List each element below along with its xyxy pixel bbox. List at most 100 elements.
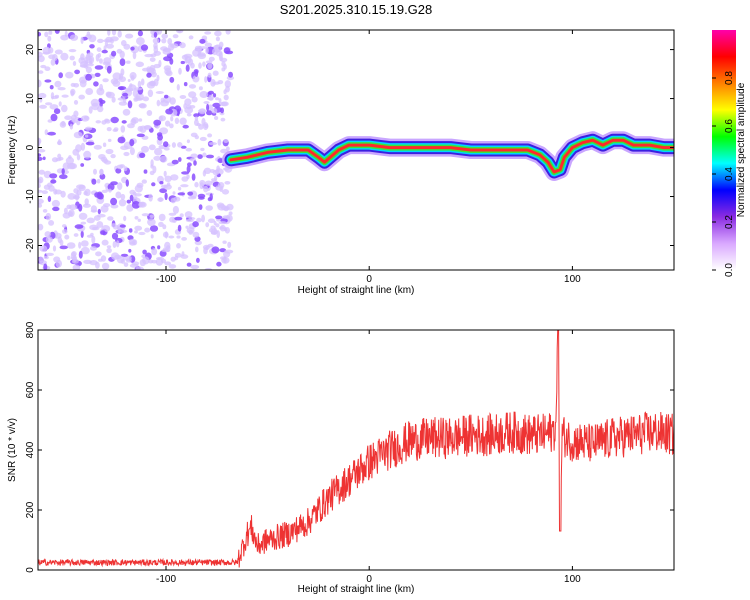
noise-speckle [202,61,206,67]
noise-speckle [186,165,191,173]
noise-speckle [95,120,102,124]
noise-speckle [134,216,139,220]
noise-speckle [204,42,213,47]
noise-speckle [138,118,143,122]
snr-y-label: SNR (10 * v/v) [7,418,18,482]
noise-speckle [38,55,45,63]
noise-speckle [165,108,174,115]
noise-speckle [51,199,61,208]
noise-speckle [169,58,174,65]
noise-speckle [176,235,181,239]
colorbar-label: Normalized spectral amplitude [736,82,747,217]
noise-speckle [130,46,135,51]
noise-speckle [86,52,94,58]
noise-speckle [163,170,167,177]
noise-speckle [149,80,156,87]
noise-speckle [174,252,182,258]
spectrogram-y-label: Frequency (Hz) [7,116,18,185]
noise-speckle [121,120,127,124]
snr-x-tick-label: 0 [366,574,372,585]
colorbar-tick-label: 0.2 [724,215,735,229]
noise-speckle [159,127,169,135]
noise-speckle [73,131,83,139]
noise-speckle [96,87,105,96]
noise-speckle [58,72,63,79]
noise-speckle [38,223,44,231]
noise-speckle [45,236,53,243]
noise-speckle [205,47,209,54]
noise-speckle [101,49,108,54]
noise-speckle [164,192,168,201]
noise-speckle [58,156,64,161]
noise-speckle [214,30,222,37]
noise-speckle [137,218,141,222]
snr-x-label: Height of straight line (km) [298,584,415,595]
noise-speckle [228,211,233,216]
noise-speckle [107,138,112,142]
noise-speckle [218,41,224,48]
noise-speckle [127,100,133,109]
noise-speckle [106,247,112,254]
noise-speckle [38,189,43,193]
noise-speckle [47,131,56,136]
noise-speckle [221,67,226,72]
noise-speckle [159,155,168,163]
noise-speckle [111,223,116,228]
noise-speckle [157,245,161,250]
noise-speckle [102,158,109,163]
colorbar-tick-label: 0.8 [724,71,735,85]
noise-speckle [221,205,230,211]
noise-speckle [216,261,222,267]
noise-speckle [38,203,43,208]
noise-speckle [110,197,118,206]
noise-speckle [99,168,104,176]
noise-speckle [73,100,79,105]
noise-speckle [169,97,176,105]
noise-speckle [162,231,169,238]
noise-speckle [178,67,182,75]
noise-speckle [54,49,63,55]
noise-speckle [68,49,77,53]
noise-speckle [218,52,223,59]
noise-speckle [110,204,119,209]
noise-speckle [198,204,203,211]
noise-speckle [198,62,202,69]
noise-speckle [208,90,214,95]
noise-speckle [60,34,69,41]
noise-speckle [181,237,188,241]
noise-speckle [48,220,55,226]
noise-speckle [70,82,76,87]
noise-speckle [66,242,76,249]
noise-speckle [132,51,137,60]
noise-speckle [218,221,227,225]
noise-speckle [138,231,146,236]
noise-speckle [80,246,90,255]
noise-speckle [172,34,179,39]
noise-speckle [203,185,209,193]
noise-speckle [110,181,118,186]
noise-speckle [156,99,161,107]
noise-speckle [206,110,213,116]
noise-speckle [79,79,87,88]
noise-speckle [119,50,125,59]
noise-speckle [73,188,79,194]
noise-speckle [223,47,231,54]
noise-speckle [219,112,225,116]
noise-speckle [101,120,107,125]
noise-speckle [101,262,110,270]
noise-speckle [52,245,57,252]
noise-speckle [212,70,219,76]
noise-speckle [142,67,150,72]
noise-speckle [119,58,126,66]
noise-speckle [98,154,106,160]
noise-speckle [90,209,98,213]
noise-speckle [137,30,143,37]
noise-speckle [76,184,85,190]
noise-speckle [194,119,199,126]
noise-speckle [115,168,122,174]
noise-speckle [155,91,164,94]
spectrogram-y-tick-label: -10 [25,189,36,204]
noise-speckle [95,251,102,257]
noise-speckle [141,145,149,153]
snr-y-ticks: 0 200 400 600 800 [25,321,674,573]
